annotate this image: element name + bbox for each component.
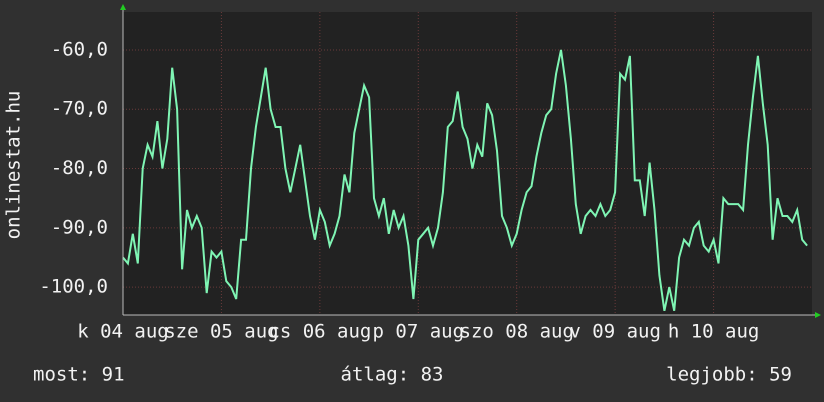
x-arrow: [815, 312, 821, 318]
x-tick-label: k 04 aug: [77, 321, 169, 343]
y-tick-label: -80,0: [51, 157, 108, 179]
y-axis-label: onlinestat.hu: [3, 91, 25, 240]
y-tick-label: -70,0: [51, 98, 108, 120]
y-tick-label: -90,0: [51, 216, 108, 238]
footer-best: legjobb: 59: [666, 364, 792, 386]
x-tick-label: cs 06 aug: [268, 321, 371, 343]
data-line: [122, 49, 808, 312]
footer-average: átlag: 83: [341, 364, 444, 386]
x-tick-label: v 09 aug: [569, 321, 661, 343]
footer-current: most: 91: [33, 364, 125, 386]
plot-area: [123, 12, 812, 315]
x-tick-label: szo 08 aug: [460, 321, 574, 343]
y-tick-label: -60,0: [51, 38, 108, 60]
x-tick-label: sze 05 aug: [164, 321, 278, 343]
x-tick-label: p 07 aug: [373, 321, 465, 343]
y-tick-label: -100,0: [39, 276, 108, 298]
y-arrow: [120, 4, 126, 10]
x-tick-label: h 10 aug: [668, 321, 760, 343]
